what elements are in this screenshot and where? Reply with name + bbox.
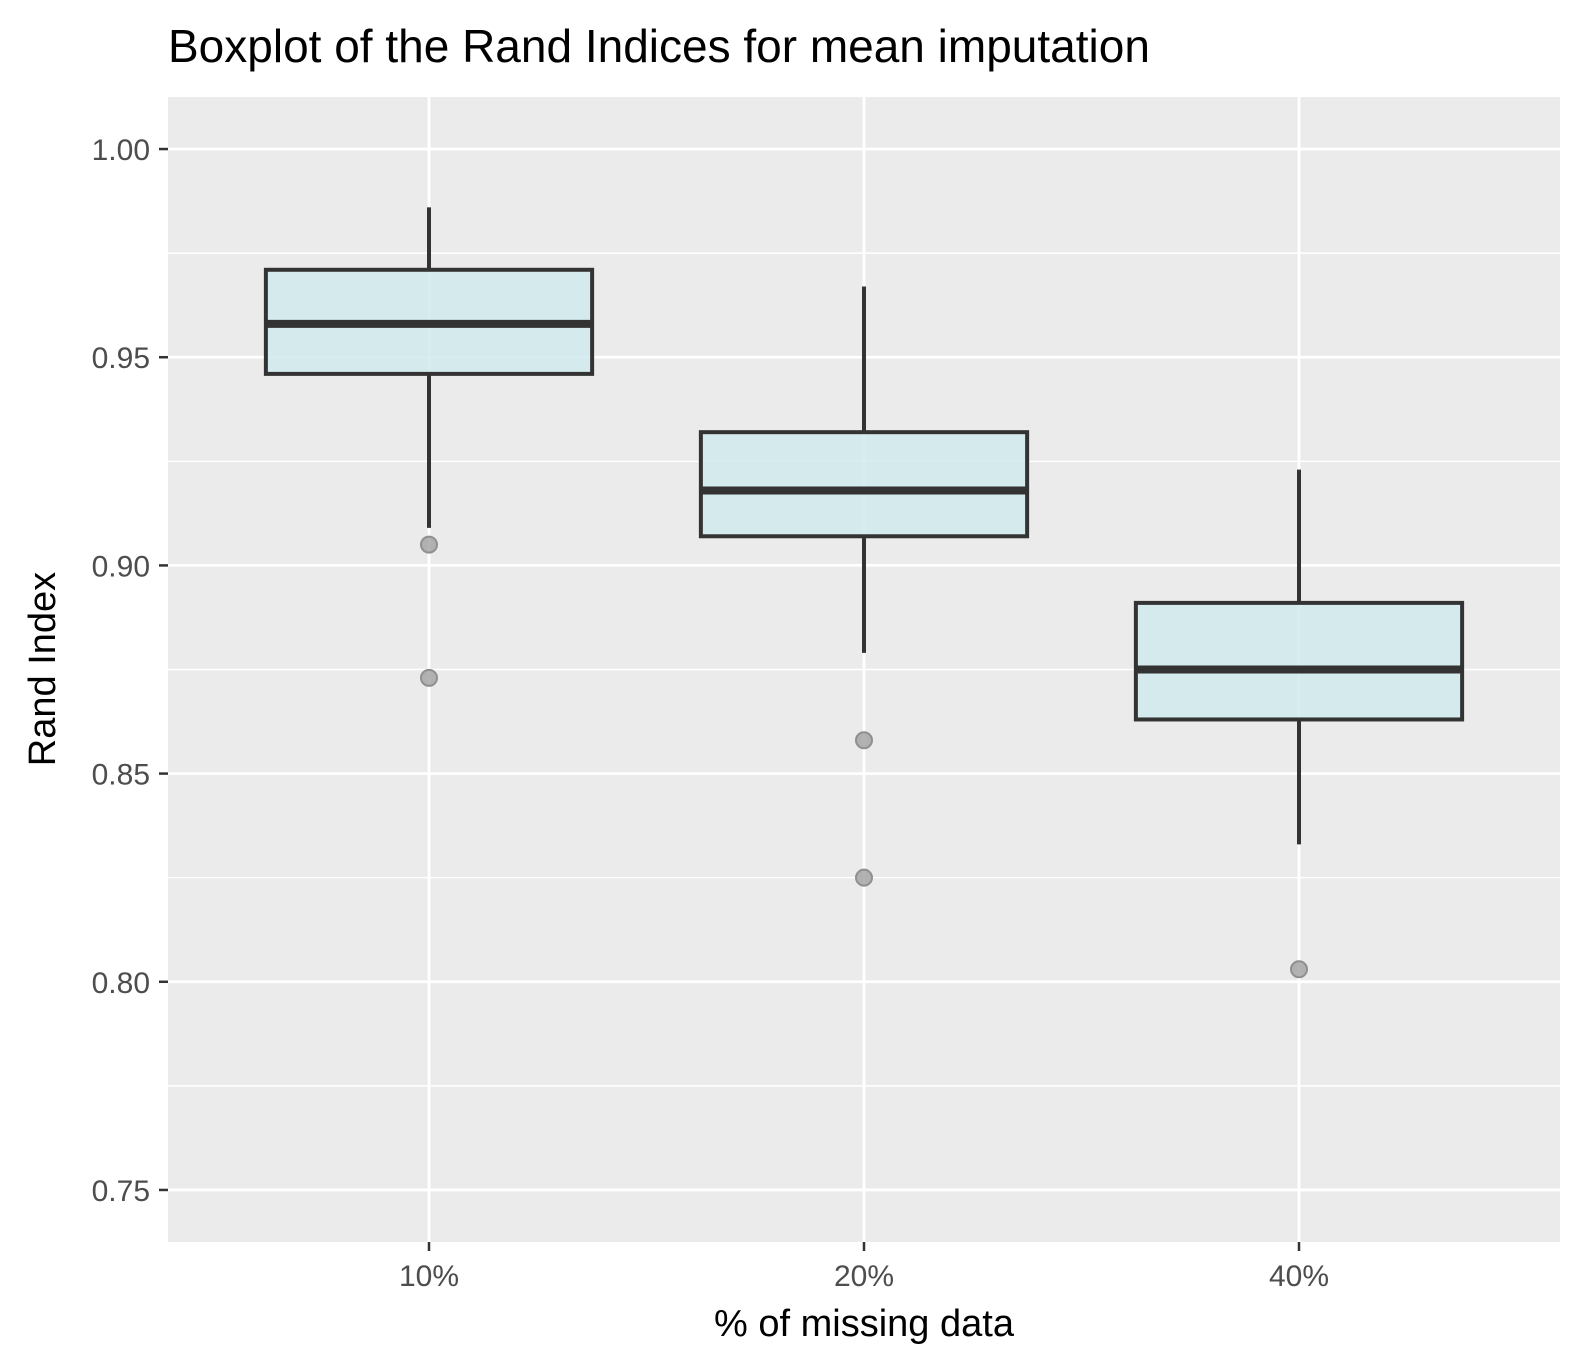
- outlier-point: [420, 535, 438, 554]
- y-axis-title: Rand Index: [22, 572, 64, 766]
- outlier-point: [420, 668, 438, 687]
- box-group: [263, 207, 595, 687]
- outlier-point: [855, 731, 873, 750]
- y-tick-label: 0.85: [92, 759, 150, 792]
- boxes-layer: [263, 207, 1465, 979]
- box-iqr: [1133, 600, 1465, 722]
- box-group: [1133, 469, 1465, 979]
- outlier-point: [1290, 960, 1308, 979]
- x-axis-title: % of missing data: [714, 1303, 1015, 1345]
- x-axis: 10% 20% 40%: [399, 1242, 1329, 1293]
- box-group: [698, 286, 1030, 887]
- y-tick-label: 1.00: [92, 134, 150, 167]
- x-tick-label: 20%: [834, 1260, 894, 1293]
- x-tick-label: 40%: [1269, 1260, 1329, 1293]
- y-axis: 0.75 0.80 0.85 0.90 0.95 1.00: [92, 134, 168, 1208]
- y-tick-label: 0.95: [92, 342, 150, 375]
- x-tick-label: 10%: [399, 1260, 459, 1293]
- y-tick-label: 0.90: [92, 550, 150, 583]
- outlier-point: [855, 868, 873, 887]
- y-tick-label: 0.75: [92, 1175, 150, 1208]
- y-tick-label: 0.80: [92, 967, 150, 1000]
- box-iqr: [698, 430, 1030, 539]
- chart-title: Boxplot of the Rand Indices for mean imp…: [168, 20, 1150, 72]
